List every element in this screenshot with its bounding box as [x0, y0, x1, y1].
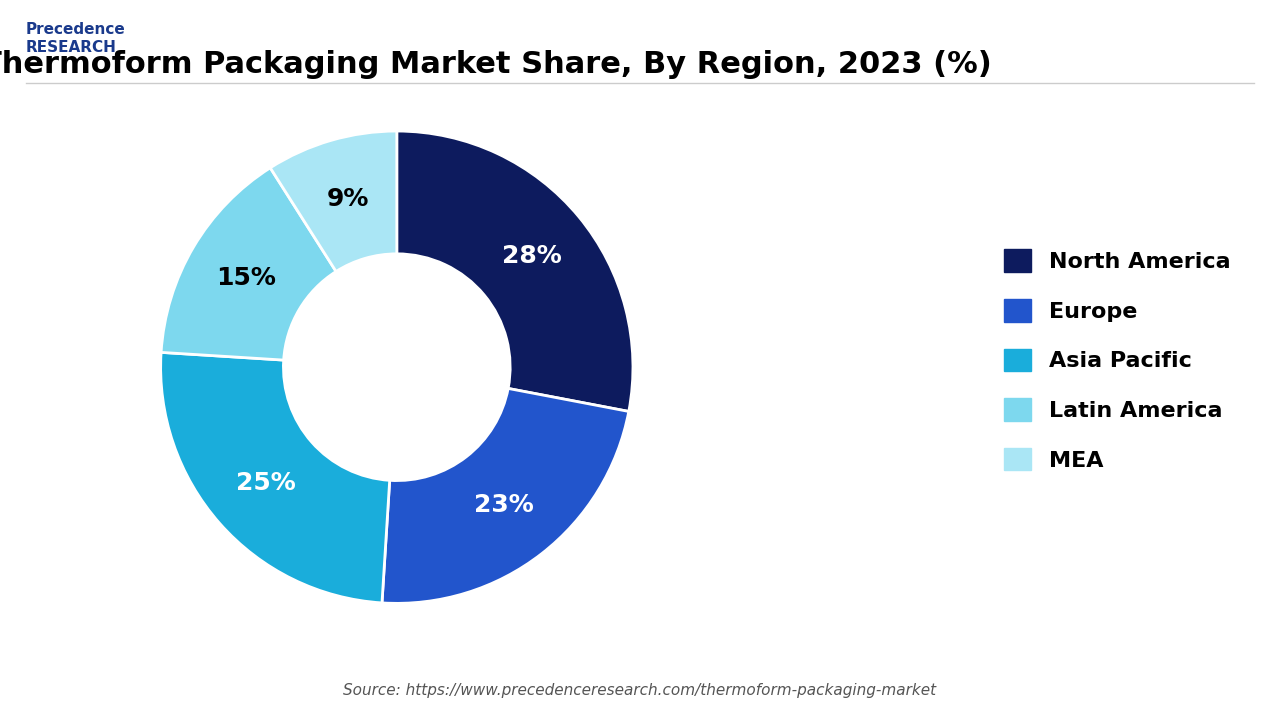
- Legend: North America, Europe, Asia Pacific, Latin America, MEA: North America, Europe, Asia Pacific, Lat…: [1005, 249, 1230, 471]
- Text: 15%: 15%: [216, 266, 276, 290]
- Wedge shape: [381, 389, 628, 603]
- Text: 28%: 28%: [502, 244, 562, 268]
- Wedge shape: [270, 131, 397, 271]
- Text: Source: https://www.precedenceresearch.com/thermoform-packaging-market: Source: https://www.precedenceresearch.c…: [343, 683, 937, 698]
- Text: 9%: 9%: [326, 187, 369, 212]
- Wedge shape: [161, 352, 389, 603]
- Text: Thermoform Packaging Market Share, By Region, 2023 (%): Thermoform Packaging Market Share, By Re…: [0, 50, 992, 79]
- Text: 25%: 25%: [236, 471, 296, 495]
- Wedge shape: [397, 131, 632, 411]
- Wedge shape: [161, 168, 337, 360]
- Text: Precedence
RESEARCH: Precedence RESEARCH: [26, 22, 125, 55]
- Text: 23%: 23%: [474, 493, 534, 517]
